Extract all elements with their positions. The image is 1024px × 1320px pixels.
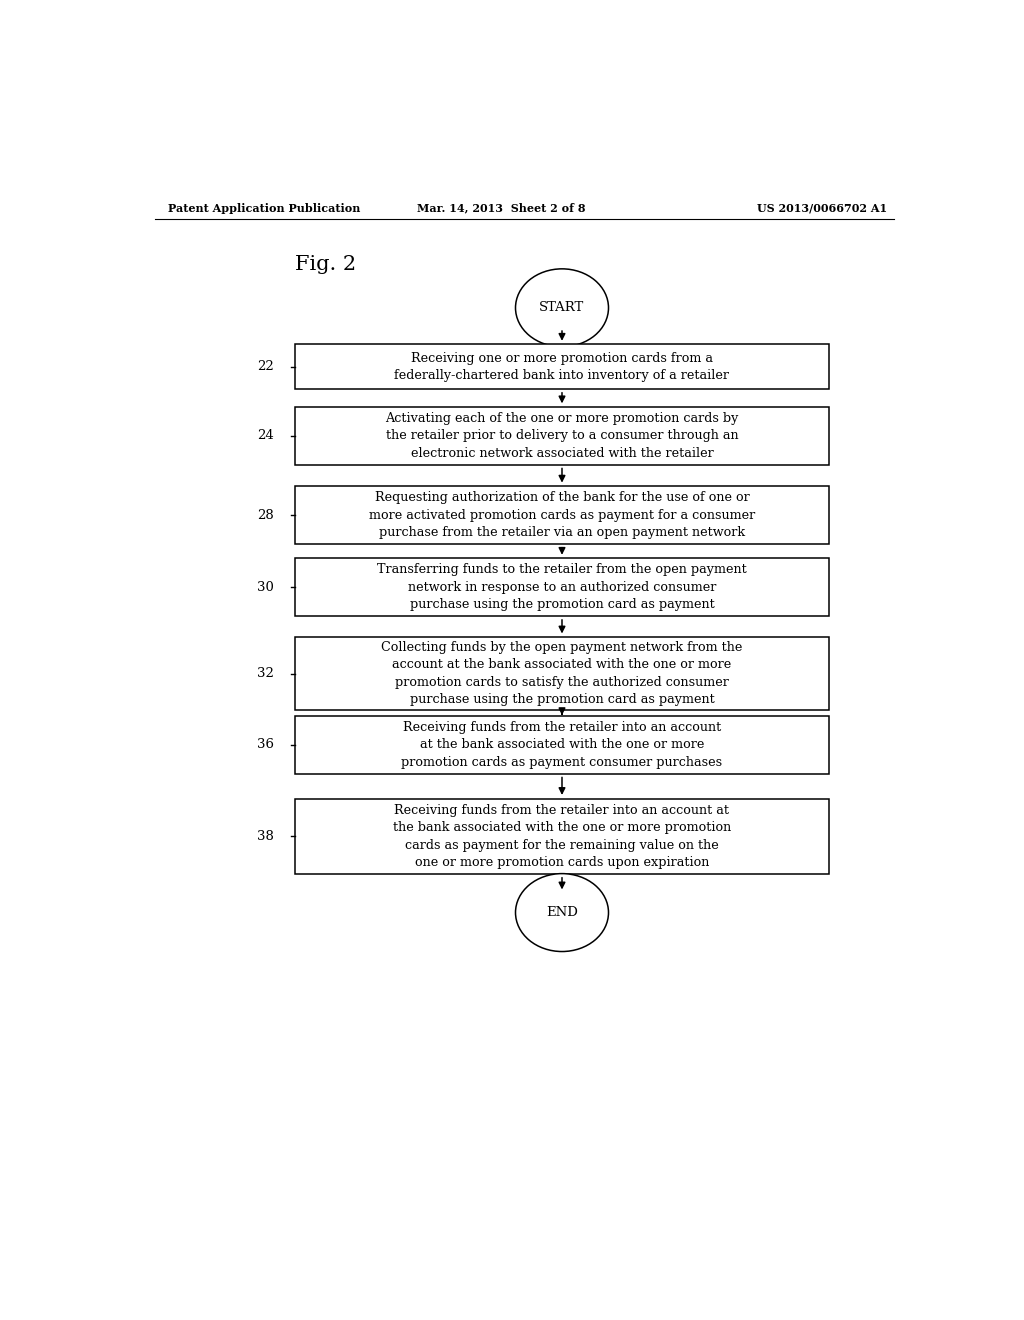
Text: Mar. 14, 2013  Sheet 2 of 8: Mar. 14, 2013 Sheet 2 of 8 xyxy=(417,203,586,214)
Ellipse shape xyxy=(515,269,608,347)
Text: Collecting funds by the open payment network from the
account at the bank associ: Collecting funds by the open payment net… xyxy=(381,642,742,706)
Bar xyxy=(295,486,829,544)
Bar xyxy=(295,558,829,616)
Ellipse shape xyxy=(515,874,608,952)
Text: 36: 36 xyxy=(257,738,273,751)
Text: Receiving funds from the retailer into an account at
the bank associated with th: Receiving funds from the retailer into a… xyxy=(393,804,731,869)
Text: Transferring funds to the retailer from the open payment
network in response to : Transferring funds to the retailer from … xyxy=(377,564,746,611)
Text: START: START xyxy=(540,301,585,314)
Text: 28: 28 xyxy=(257,508,273,521)
Bar xyxy=(295,715,829,774)
Bar xyxy=(295,638,829,710)
Bar xyxy=(295,799,829,874)
Text: Patent Application Publication: Patent Application Publication xyxy=(168,203,360,214)
Text: 30: 30 xyxy=(257,581,273,594)
Text: 38: 38 xyxy=(257,830,273,843)
Text: Receiving one or more promotion cards from a
federally-chartered bank into inven: Receiving one or more promotion cards fr… xyxy=(394,351,729,381)
Text: Receiving funds from the retailer into an account
at the bank associated with th: Receiving funds from the retailer into a… xyxy=(401,721,723,768)
Text: 22: 22 xyxy=(257,360,273,374)
Bar xyxy=(295,345,829,389)
Text: US 2013/0066702 A1: US 2013/0066702 A1 xyxy=(757,203,887,214)
Text: 24: 24 xyxy=(257,429,273,442)
Text: END: END xyxy=(546,906,578,919)
Text: Activating each of the one or more promotion cards by
the retailer prior to deli: Activating each of the one or more promo… xyxy=(385,412,738,459)
Bar xyxy=(295,407,829,465)
Text: 32: 32 xyxy=(257,667,273,680)
Text: Requesting authorization of the bank for the use of one or
more activated promot: Requesting authorization of the bank for… xyxy=(369,491,755,539)
Text: Fig. 2: Fig. 2 xyxy=(295,255,355,275)
